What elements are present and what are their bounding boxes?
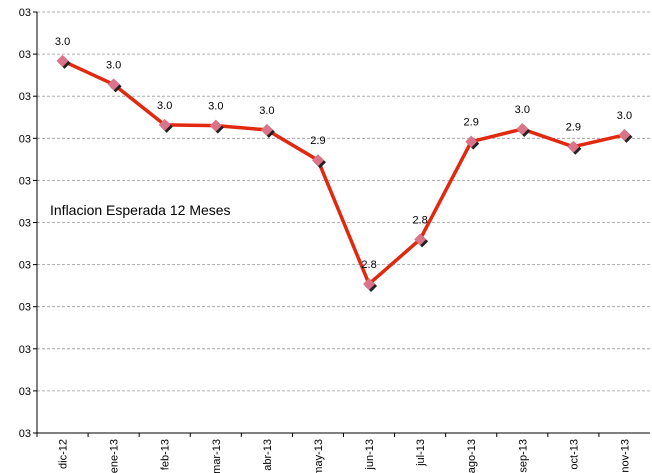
x-tick-label: ago-13 — [466, 439, 478, 473]
y-tick-label: 03 — [19, 260, 31, 272]
data-label: 2.8 — [412, 214, 427, 226]
series-line — [61, 59, 625, 286]
marker — [107, 78, 120, 91]
y-tick-label: 03 — [19, 49, 31, 61]
x-tick-label: feb-13 — [160, 439, 172, 470]
y-tick-label: 03 — [19, 302, 31, 314]
y-tick-label: 03 — [19, 7, 31, 19]
data-label: 2.9 — [310, 135, 325, 147]
x-tick-label: ene-13 — [109, 439, 121, 473]
x-tick-label: dic-12 — [58, 439, 70, 469]
data-label: 3.0 — [55, 36, 70, 48]
marker — [260, 123, 273, 136]
x-tick-label: mar-13 — [211, 439, 223, 473]
y-tick-label: 03 — [19, 344, 31, 356]
marker — [465, 135, 478, 148]
marker — [414, 233, 427, 246]
data-label: 3.0 — [259, 105, 274, 117]
marker — [56, 54, 69, 67]
x-tick-label: abr-13 — [262, 439, 274, 471]
marker — [158, 118, 171, 131]
data-label: 3.0 — [617, 110, 632, 122]
data-label: 3.0 — [515, 104, 530, 116]
y-tick-label: 03 — [19, 386, 31, 398]
data-label: 3.0 — [106, 59, 121, 71]
marker — [311, 154, 324, 167]
marker — [567, 140, 580, 153]
y-tick-label: 03 — [19, 133, 31, 145]
marker — [516, 123, 529, 136]
x-tick-label: may-13 — [313, 439, 325, 473]
x-tick-label: jun-13 — [364, 439, 376, 471]
annotation: Inflacion Esperada 12 Meses — [50, 202, 231, 218]
data-label: 2.9 — [464, 117, 479, 129]
y-tick-label: 03 — [19, 175, 31, 187]
x-tick-label: oct-13 — [568, 439, 580, 470]
data-label: 2.8 — [361, 259, 376, 271]
marker — [209, 119, 222, 132]
y-tick-label: 03 — [19, 91, 31, 103]
y-tick-label: 03 — [19, 428, 31, 440]
marker — [618, 128, 631, 141]
marker — [363, 277, 376, 290]
x-tick-label: sep-13 — [517, 439, 529, 473]
x-tick-label: jul-13 — [415, 439, 427, 467]
data-label: 3.0 — [157, 100, 172, 112]
x-tick-label: nov-13 — [619, 439, 631, 473]
data-label: 2.9 — [566, 122, 581, 134]
data-label: 3.0 — [208, 101, 223, 113]
y-tick-label: 03 — [19, 218, 31, 230]
